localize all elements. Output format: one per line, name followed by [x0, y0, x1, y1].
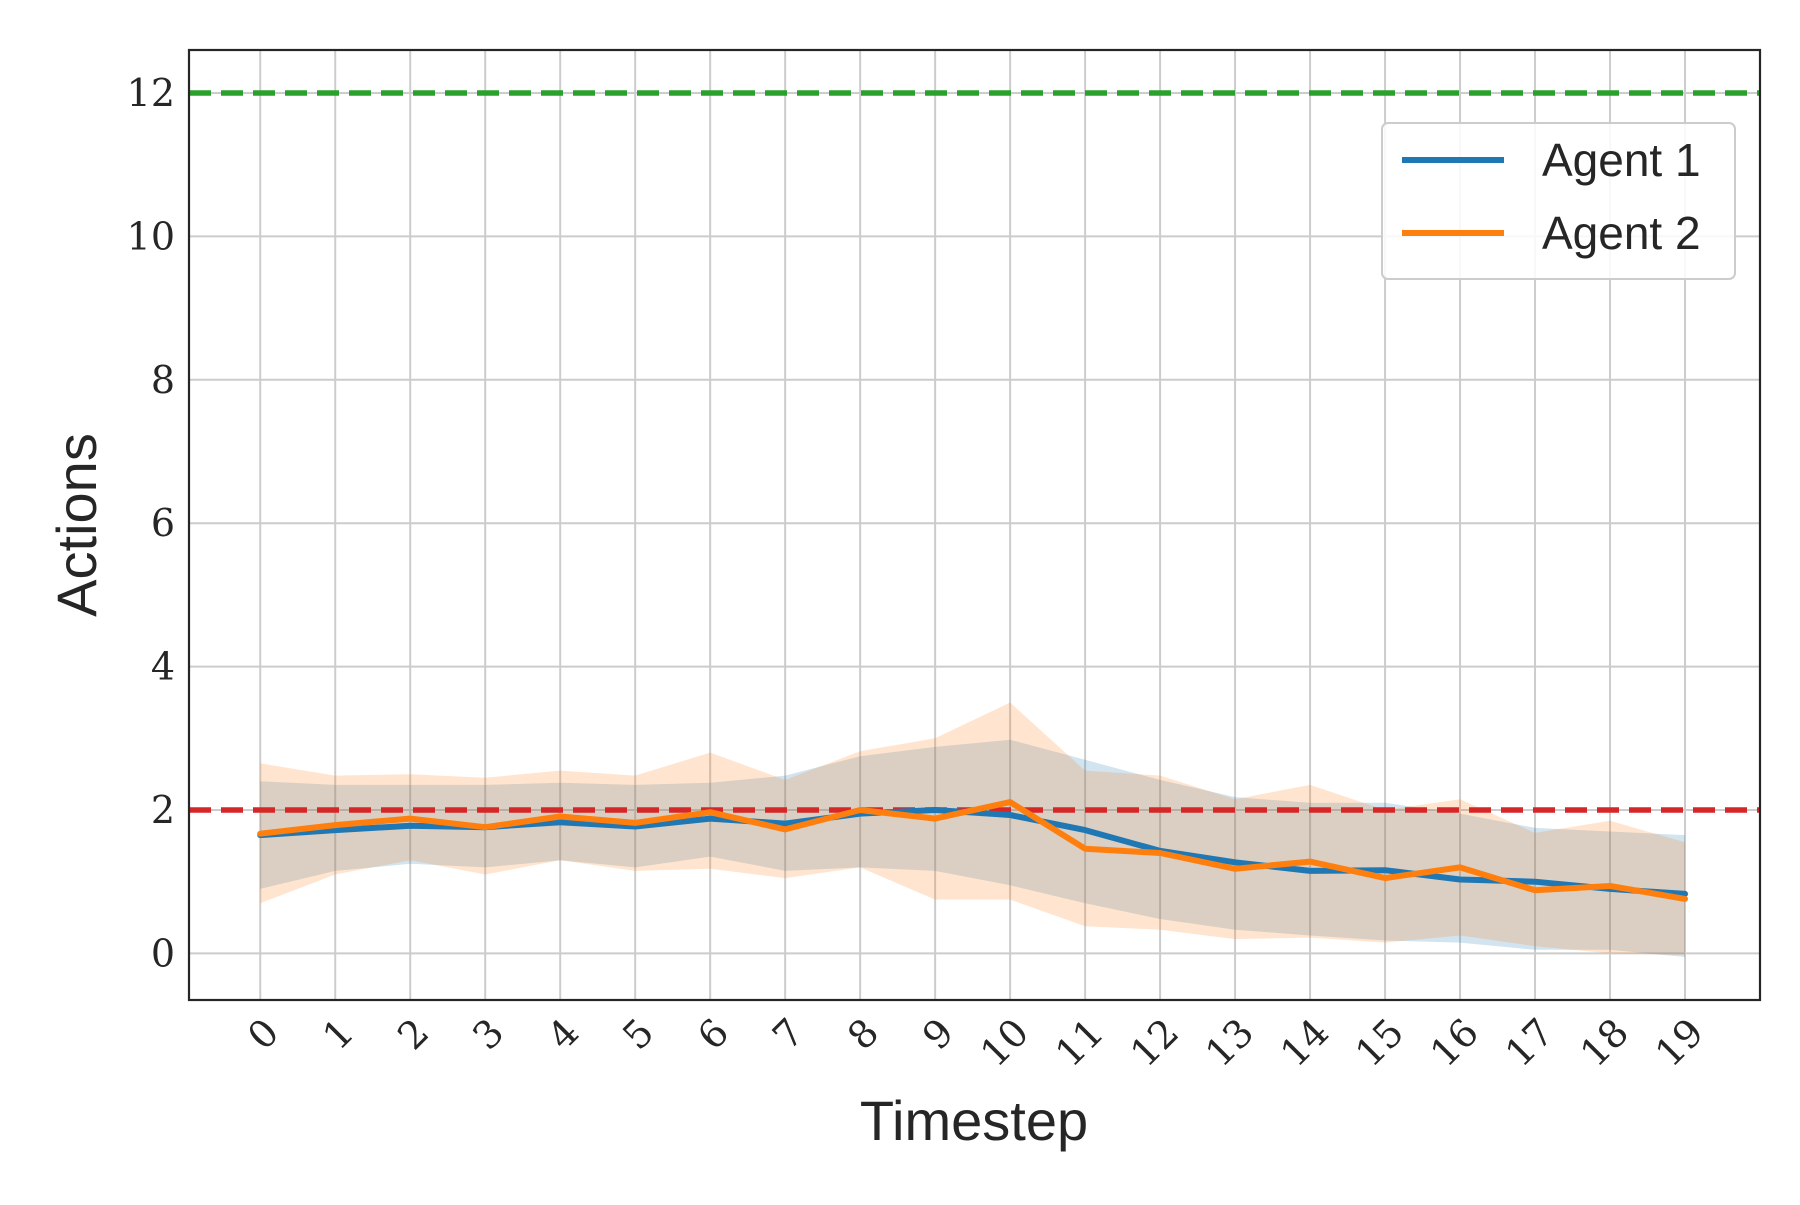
- confidence-bands: [260, 702, 1686, 957]
- confidence-band-series-1: [260, 739, 1686, 957]
- y-tick-label: 0: [151, 931, 175, 975]
- y-tick-label: 4: [151, 645, 175, 689]
- series-line-2: [257, 799, 1688, 902]
- y-axis-label: Actions: [45, 433, 108, 617]
- legend: Agent 1 Agent 2: [1381, 122, 1736, 280]
- y-tick-label: 6: [151, 501, 175, 545]
- x-axis-label: Timestep: [860, 1089, 1088, 1152]
- confidence-band-series-2: [260, 702, 1686, 955]
- y-tick-label: 8: [151, 358, 175, 402]
- y-tick-label: 2: [151, 788, 175, 832]
- legend-label: Agent 1: [1542, 134, 1701, 186]
- plot-frame: [187, 48, 1762, 1002]
- y-tick-label: 10: [127, 214, 175, 258]
- legend-label: Agent 2: [1542, 207, 1701, 259]
- y-tick-label: 12: [127, 71, 175, 115]
- y-axis-ticks: 0 2 4 6 8 10 12: [127, 71, 175, 975]
- series-lines: [257, 799, 1688, 902]
